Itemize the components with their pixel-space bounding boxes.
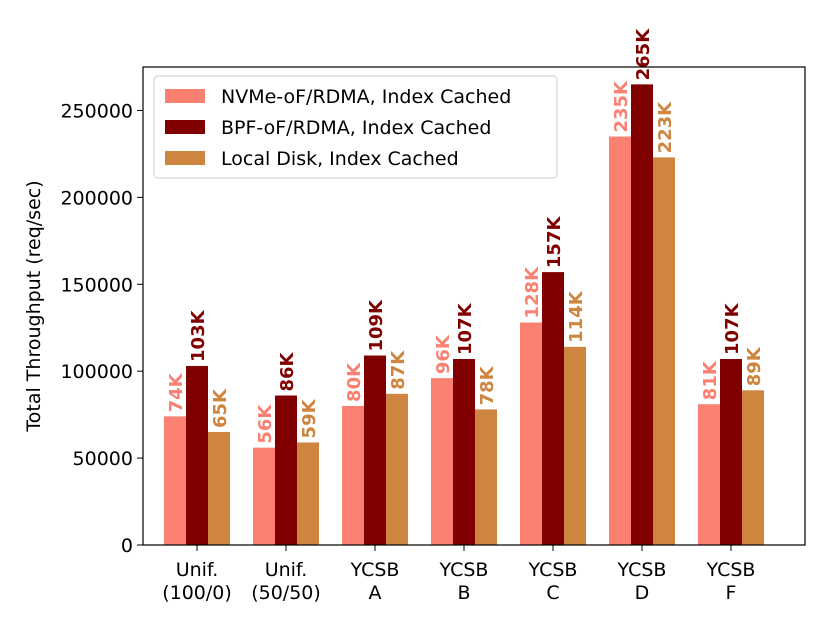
legend: NVMe-oF/RDMA, Index Cached BPF-oF/RDMA, I…	[153, 75, 558, 179]
bar	[631, 84, 653, 545]
bar	[208, 432, 230, 545]
legend-swatch	[165, 120, 205, 134]
bar	[342, 405, 364, 545]
bar-value-label: 103K	[188, 309, 209, 362]
bar	[364, 355, 386, 545]
legend-label: NVMe-oF/RDMA, Index Cached	[221, 86, 511, 108]
bar	[386, 393, 408, 545]
bar-value-label: 87K	[388, 350, 409, 390]
x-tick-label: YCSB	[706, 559, 756, 581]
legend-label: Local Disk, Index Cached	[221, 148, 459, 170]
legend-swatch	[165, 89, 205, 103]
x-tick-label: B	[457, 582, 470, 604]
bar	[297, 442, 319, 545]
bar	[186, 365, 208, 545]
bar	[275, 395, 297, 545]
x-tick-label: F	[726, 582, 737, 604]
bar-value-label: 89K	[744, 346, 765, 386]
bar	[520, 322, 542, 545]
bar	[742, 390, 764, 545]
bar-value-label: 78K	[477, 365, 498, 405]
x-tick-label: (100/0)	[162, 582, 232, 604]
bar-value-label: 74K	[166, 372, 187, 412]
bar	[475, 409, 497, 545]
legend-frame	[153, 75, 558, 179]
x-tick-label: YCSB	[350, 559, 400, 581]
x-tick-label: A	[369, 582, 382, 604]
bar	[542, 272, 564, 545]
bar-value-label: 223K	[655, 101, 676, 154]
y-tick-label: 200000	[60, 187, 133, 209]
legend-label: BPF-oF/RDMA, Index Cached	[221, 117, 491, 139]
x-tick-label: YCSB	[439, 559, 489, 581]
bar-value-label: 235K	[611, 80, 632, 133]
bar-value-label: 56K	[255, 404, 276, 444]
y-axis-label: Total Throughput (req/sec)	[23, 180, 45, 432]
bar	[453, 359, 475, 545]
y-tick-label: 0	[121, 535, 133, 557]
x-axis: Unif.(100/0)Unif.(50/50)YCSBAYCSBBYCSBCY…	[162, 545, 755, 604]
bar	[653, 157, 675, 545]
bar	[698, 404, 720, 545]
y-axis: 0 50000 100000 150000 200000 250000	[60, 100, 143, 557]
bar	[720, 359, 742, 545]
legend-swatch	[165, 151, 205, 165]
bar-value-label: 107K	[722, 302, 743, 355]
x-tick-label: Unif.	[176, 559, 219, 581]
bar-value-label: 65K	[210, 388, 231, 428]
bar-value-label: 96K	[433, 334, 454, 374]
y-tick-label: 50000	[73, 448, 133, 470]
y-tick-label: 250000	[60, 100, 133, 122]
bar	[253, 447, 275, 545]
bar-value-label: 81K	[700, 360, 721, 400]
y-tick-label: 150000	[60, 274, 133, 296]
bar	[164, 416, 186, 545]
x-tick-label: YCSB	[528, 559, 578, 581]
x-tick-label: D	[635, 582, 650, 604]
bar-value-label: 86K	[277, 351, 298, 391]
bar-value-label: 265K	[633, 28, 654, 81]
x-tick-label: (50/50)	[251, 582, 321, 604]
bar	[609, 136, 631, 545]
bars-layer	[164, 84, 764, 545]
bar-value-label: 157K	[544, 216, 565, 269]
bar-value-label: 107K	[455, 302, 476, 355]
bar-value-label: 128K	[522, 266, 543, 319]
x-tick-label: Unif.	[265, 559, 308, 581]
plot-frame	[142, 66, 806, 546]
bar-value-label: 114K	[566, 290, 587, 343]
bar-value-label: 80K	[344, 362, 365, 402]
x-tick-label: C	[546, 582, 559, 604]
x-tick-label: YCSB	[617, 559, 667, 581]
bar-value-label: 109K	[366, 299, 387, 352]
y-tick-label: 100000	[60, 361, 133, 383]
bar-value-label: 59K	[299, 398, 320, 438]
bar	[431, 378, 453, 545]
bar	[564, 346, 586, 545]
